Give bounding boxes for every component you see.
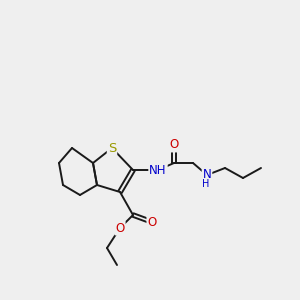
Text: NH: NH (149, 164, 167, 176)
Text: S: S (108, 142, 116, 154)
Text: N: N (202, 169, 211, 182)
Text: H: H (202, 179, 210, 189)
Text: O: O (169, 139, 178, 152)
Text: O: O (116, 221, 124, 235)
Text: O: O (147, 215, 157, 229)
